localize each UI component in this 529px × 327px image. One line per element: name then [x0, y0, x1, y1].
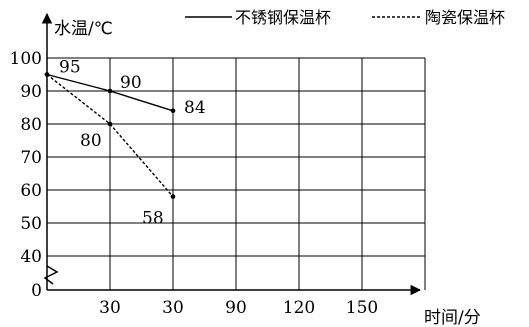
y-tick-label: 60	[20, 181, 42, 201]
y-tick-label: 100	[10, 49, 42, 69]
data-point	[170, 194, 176, 199]
x-tick-label: 120	[283, 298, 315, 318]
y-tick-label: 90	[20, 82, 42, 102]
data-point	[170, 108, 176, 114]
data-label: 58	[142, 209, 164, 229]
grid	[47, 57, 426, 290]
data-labels: 95 90 84 80 58	[59, 58, 206, 229]
tick-labels: 0 40 50 60 70 80 90 100 30 30 90 120 150	[10, 49, 379, 318]
y-tick-label: 80	[20, 115, 42, 135]
x-axis-label: 时间/分	[424, 308, 481, 327]
y-tick-label: 70	[20, 148, 42, 168]
data-label: 90	[120, 73, 142, 93]
legend-label-stainless: 不锈钢保温杯	[235, 8, 331, 27]
x-tick-label: 30	[162, 298, 184, 318]
data-label: 80	[80, 131, 102, 151]
y-tick-label: 0	[31, 281, 42, 301]
data-point	[107, 121, 113, 127]
y-axis-label: 水温/℃	[54, 19, 113, 39]
data-point	[44, 72, 50, 77]
y-tick-label: 40	[20, 247, 42, 267]
legend-label-ceramic: 陶瓷保温杯	[425, 8, 505, 27]
data-points	[44, 72, 176, 199]
axes	[41, 12, 422, 296]
legend: 不锈钢保温杯 陶瓷保温杯	[185, 8, 505, 27]
data-label: 84	[184, 98, 206, 118]
y-tick-label: 50	[20, 214, 42, 234]
data-point	[107, 88, 113, 94]
x-tick-label: 150	[346, 298, 378, 318]
x-tick-label: 30	[99, 298, 121, 318]
x-tick-label: 90	[225, 298, 247, 318]
data-label: 95	[59, 58, 81, 78]
y-axis-break	[43, 265, 59, 285]
